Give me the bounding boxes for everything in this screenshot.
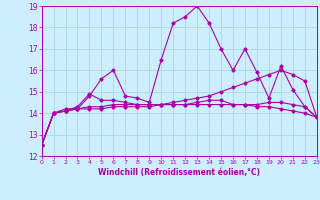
X-axis label: Windchill (Refroidissement éolien,°C): Windchill (Refroidissement éolien,°C) <box>98 168 260 177</box>
